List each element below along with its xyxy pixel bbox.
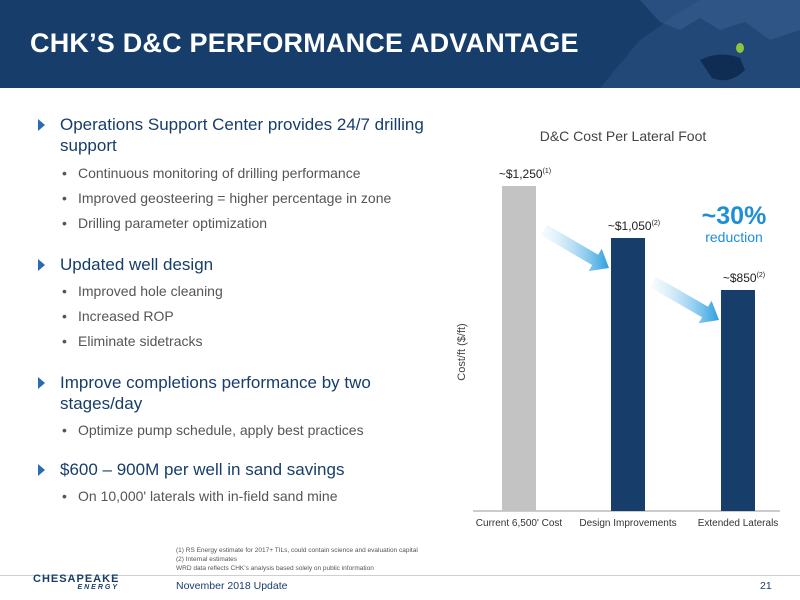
sub-bullet: • Continuous monitoring of drilling perfo… <box>62 165 361 181</box>
bar-2 <box>611 238 645 511</box>
category-label: Current 6,500' Cost <box>476 518 563 529</box>
header-banner: CHK’S D&C PERFORMANCE ADVANTAGE <box>0 0 800 88</box>
y-axis-label: Cost/ft ($/ft) <box>456 323 468 380</box>
sub-bullet: • Improved geosteering = higher percentag… <box>62 190 392 206</box>
bar-value-label: ~$1,050(2) <box>608 219 660 233</box>
footnote-3: WRD data reflects CHK’s analysis based s… <box>176 565 374 572</box>
page-number: 21 <box>760 580 772 592</box>
bar-value-label: ~$850(2) <box>723 271 765 285</box>
category-label: Extended Laterals <box>698 518 779 529</box>
category-label: Design Improvements <box>579 518 676 529</box>
bullet-arrow-icon <box>38 119 45 131</box>
reduction-percent: ~30% <box>702 202 767 230</box>
reduction-label: reduction <box>705 229 763 245</box>
bullet-arrow-icon <box>38 259 45 271</box>
reduction-arrow-2 <box>650 276 719 324</box>
sub-bullet: • Increased ROP <box>62 308 174 324</box>
footnote-2: (2) Internal estimates <box>176 556 238 563</box>
footer-date: November 2018 Update <box>176 580 288 592</box>
reduction-arrow-1 <box>541 224 609 272</box>
bullet-arrow-icon <box>38 464 45 476</box>
sub-bullet: • Optimize pump schedule, apply best prac… <box>62 422 364 438</box>
texas-map-graphic <box>600 0 800 88</box>
page-title: CHK’S D&C PERFORMANCE ADVANTAGE <box>30 28 579 58</box>
sub-bullet: • On 10,000' laterals with in-field sand … <box>62 488 338 504</box>
chesapeake-logo: CHESAPEAKE ENERGY <box>33 573 120 591</box>
sub-bullet: • Eliminate sidetracks <box>62 333 203 349</box>
footnote-1: (1) RS Energy estimate for 2017+ TILs, c… <box>176 547 418 554</box>
bar-1 <box>502 186 536 511</box>
sub-bullet: • Drilling parameter optimization <box>62 215 268 231</box>
bullet-arrow-icon <box>38 377 45 389</box>
reduction-arrows <box>541 224 719 324</box>
bar-value-label: ~$1,250(1) <box>499 167 551 181</box>
cost-per-foot-chart: D&C Cost Per Lateral Foot Cost/ft ($/ft)… <box>456 128 780 529</box>
chart-title: D&C Cost Per Lateral Foot <box>540 128 707 144</box>
footer-divider <box>0 575 800 576</box>
bar-3 <box>721 290 755 511</box>
sub-bullet: • Improved hole cleaning <box>62 283 223 299</box>
